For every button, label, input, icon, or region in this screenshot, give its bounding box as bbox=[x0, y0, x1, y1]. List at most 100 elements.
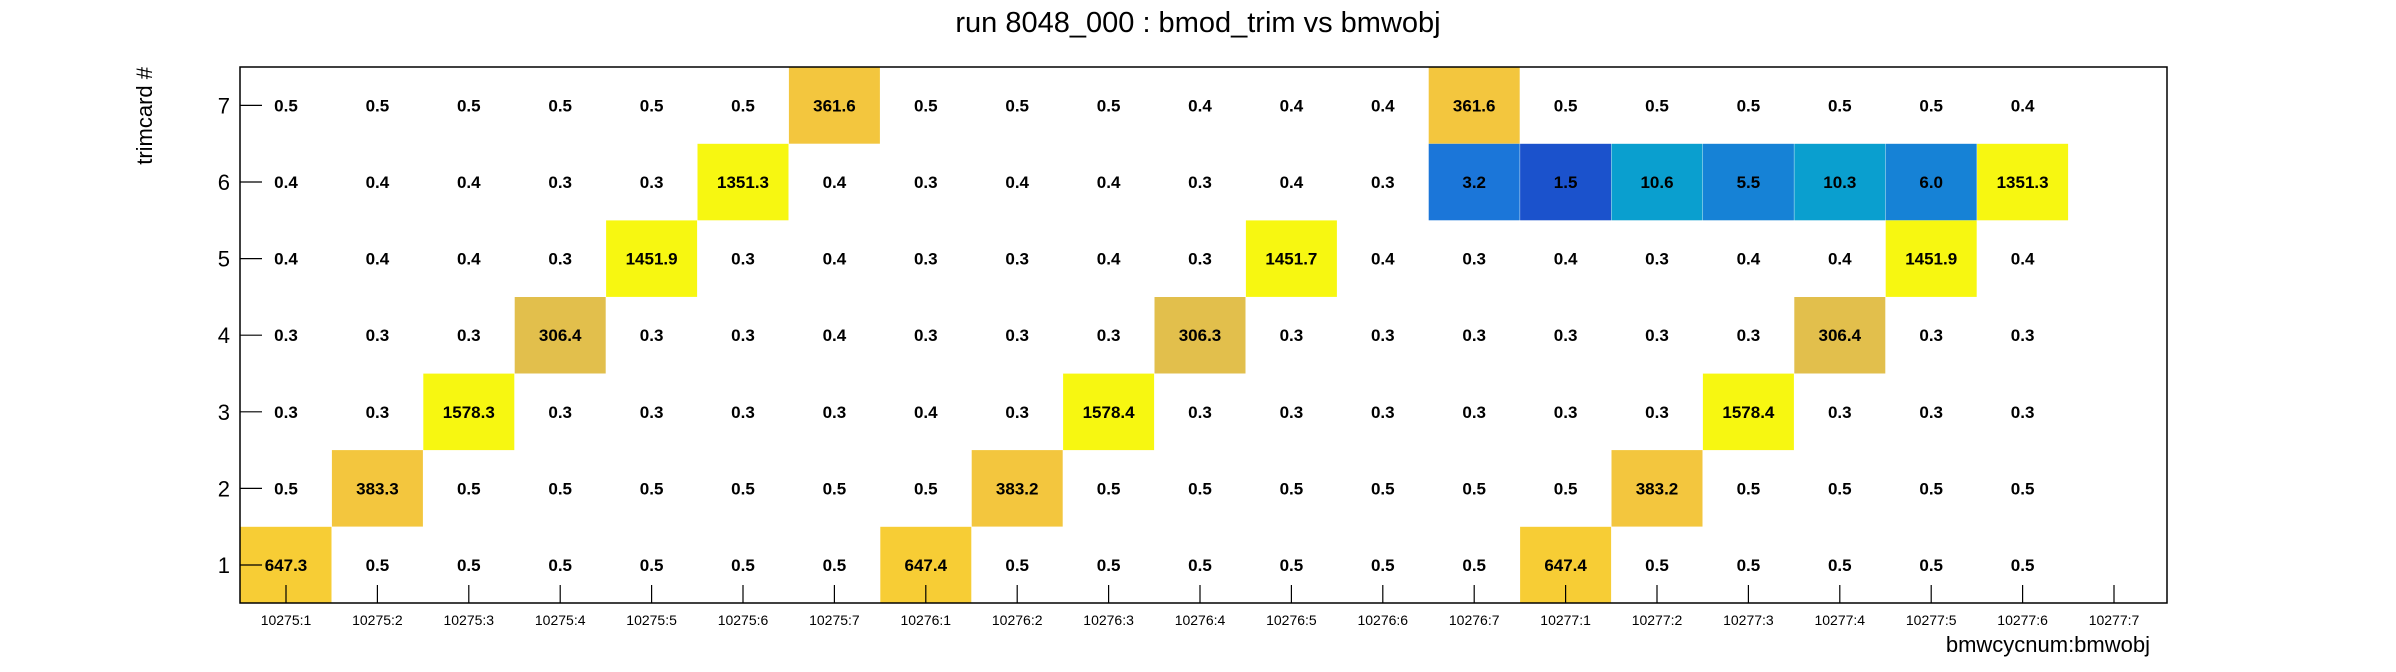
cell-value-label: 1351.3 bbox=[717, 173, 769, 192]
cell-value-label: 0.3 bbox=[1554, 403, 1578, 422]
cell-value-label: 0.3 bbox=[2011, 403, 2035, 422]
cell-value-label: 0.3 bbox=[1645, 403, 1669, 422]
cell-value-label: 0.5 bbox=[1919, 479, 1943, 498]
x-tick-label: 10275:6 bbox=[718, 612, 769, 628]
cell-value-label: 10.6 bbox=[1640, 173, 1673, 192]
cell-value-label: 0.4 bbox=[2011, 250, 2035, 269]
cell-value-label: 0.3 bbox=[1645, 326, 1669, 345]
cell-value-label: 0.3 bbox=[1188, 250, 1212, 269]
cell-value-label: 0.5 bbox=[457, 479, 481, 498]
cell-value-label: 0.3 bbox=[640, 173, 664, 192]
cell-value-label: 0.5 bbox=[1280, 556, 1304, 575]
cell-value-label: 0.3 bbox=[1371, 173, 1395, 192]
cell-value-label: 647.4 bbox=[1544, 556, 1587, 575]
cell-value-label: 0.3 bbox=[274, 326, 298, 345]
x-tick-label: 10277:6 bbox=[1997, 612, 2048, 628]
cell-value-label: 0.4 bbox=[823, 250, 847, 269]
cell-value-label: 0.3 bbox=[731, 326, 755, 345]
y-tick-label: 5 bbox=[218, 247, 230, 272]
cell-value-label: 0.4 bbox=[914, 403, 938, 422]
cell-value-label: 0.5 bbox=[457, 96, 481, 115]
x-axis-label: bmwcycnum:bmwobj bbox=[1946, 632, 2150, 657]
x-tick-label: 10277:5 bbox=[1906, 612, 1957, 628]
cell-value-label: 0.5 bbox=[274, 479, 298, 498]
cell-value-label: 0.4 bbox=[1828, 250, 1852, 269]
cell-value-label: 0.5 bbox=[1462, 479, 1486, 498]
cell-value-label: 0.5 bbox=[1737, 479, 1761, 498]
cell-value-label: 0.5 bbox=[1188, 479, 1212, 498]
y-tick-label: 4 bbox=[218, 323, 230, 348]
cell-value-label: 0.3 bbox=[1005, 326, 1029, 345]
cell-value-label: 306.3 bbox=[1179, 326, 1222, 345]
cell-value-label: 0.5 bbox=[640, 96, 664, 115]
cell-value-label: 361.6 bbox=[1453, 96, 1496, 115]
cell-value-label: 0.3 bbox=[914, 173, 938, 192]
cell-value-label: 0.3 bbox=[1280, 403, 1304, 422]
cells-layer: 0.5 0.5 0.5 0.5 0.5 0.5 361.6 0.5 0.5 0.5 0.4 0.4 0.… bbox=[240, 67, 2069, 604]
cell-value-label: 0.3 bbox=[1280, 326, 1304, 345]
cell-value-label: 0.3 bbox=[640, 403, 664, 422]
cell-value-label: 0.5 bbox=[823, 479, 847, 498]
cell-value-label: 0.3 bbox=[548, 250, 572, 269]
heatmap-cell bbox=[1794, 297, 1886, 374]
cell-value-label: 0.4 bbox=[1554, 250, 1578, 269]
cell-value-label: 0.5 bbox=[1919, 556, 1943, 575]
heatmap-cell bbox=[1428, 143, 1520, 221]
cell-value-label: 0.5 bbox=[1280, 479, 1304, 498]
cell-value-label: 0.3 bbox=[274, 403, 298, 422]
cell-value-label: 0.4 bbox=[1280, 173, 1304, 192]
cell-value-label: 0.3 bbox=[1188, 173, 1212, 192]
cell-value-label: 0.5 bbox=[548, 556, 572, 575]
cell-value-label: 0.3 bbox=[366, 403, 390, 422]
heatmap-cell bbox=[1611, 450, 1703, 527]
heatmap-cell bbox=[1428, 67, 1520, 144]
heatmap-cell bbox=[697, 143, 789, 221]
x-tick-label: 10275:1 bbox=[261, 612, 312, 628]
x-tick-label: 10276:7 bbox=[1449, 612, 1500, 628]
cell-value-label: 0.5 bbox=[1737, 96, 1761, 115]
x-tick-label: 10276:4 bbox=[1175, 612, 1226, 628]
heatmap-cell bbox=[1702, 373, 1794, 451]
cell-value-label: 0.5 bbox=[1005, 556, 1029, 575]
cell-value-label: 0.5 bbox=[731, 96, 755, 115]
cell-value-label: 0.5 bbox=[731, 479, 755, 498]
chart-title: run 8048_000 : bmod_trim vs bmwobj bbox=[955, 7, 1440, 39]
cell-value-label: 0.5 bbox=[548, 479, 572, 498]
cell-value-label: 0.3 bbox=[1188, 403, 1212, 422]
cell-value-label: 0.4 bbox=[1371, 96, 1395, 115]
cell-value-label: 0.3 bbox=[1005, 403, 1029, 422]
x-tick-label: 10276:3 bbox=[1083, 612, 1134, 628]
cell-value-label: 0.5 bbox=[1097, 556, 1121, 575]
heatmap-cell bbox=[1794, 143, 1886, 221]
heatmap-cell bbox=[1520, 143, 1612, 221]
cell-value-label: 0.5 bbox=[548, 96, 572, 115]
cell-value-label: 0.3 bbox=[1462, 250, 1486, 269]
x-tick-label: 10276:1 bbox=[900, 612, 951, 628]
cell-value-label: 0.3 bbox=[457, 326, 481, 345]
cell-value-label: 1578.3 bbox=[443, 403, 495, 422]
cell-value-label: 0.3 bbox=[1919, 326, 1943, 345]
x-tick-label: 10277:4 bbox=[1814, 612, 1865, 628]
cell-value-label: 0.3 bbox=[914, 250, 938, 269]
y-axis-label: trimcard # bbox=[132, 66, 157, 165]
cell-value-label: 0.5 bbox=[1097, 479, 1121, 498]
cell-value-label: 0.3 bbox=[640, 326, 664, 345]
cell-value-label: 1451.7 bbox=[1265, 250, 1317, 269]
cell-value-label: 0.4 bbox=[1005, 173, 1029, 192]
x-tick-label: 10277:3 bbox=[1723, 612, 1774, 628]
cell-value-label: 1451.9 bbox=[626, 250, 678, 269]
cell-value-label: 1.5 bbox=[1554, 173, 1578, 192]
x-tick-label: 10277:1 bbox=[1540, 612, 1591, 628]
cell-value-label: 0.3 bbox=[1919, 403, 1943, 422]
cell-value-label: 0.3 bbox=[823, 403, 847, 422]
y-axis: 1 2 3 4 5 6 7 bbox=[218, 93, 262, 578]
cell-value-label: 383.2 bbox=[996, 479, 1039, 498]
cell-value-label: 0.4 bbox=[366, 250, 390, 269]
cell-value-label: 0.4 bbox=[366, 173, 390, 192]
x-tick-label: 10275:4 bbox=[535, 612, 586, 628]
cell-value-label: 0.5 bbox=[1645, 556, 1669, 575]
x-tick-label: 10276:5 bbox=[1266, 612, 1317, 628]
y-tick-label: 3 bbox=[218, 400, 230, 425]
x-tick-label: 10275:5 bbox=[626, 612, 677, 628]
cell-value-label: 0.4 bbox=[457, 173, 481, 192]
